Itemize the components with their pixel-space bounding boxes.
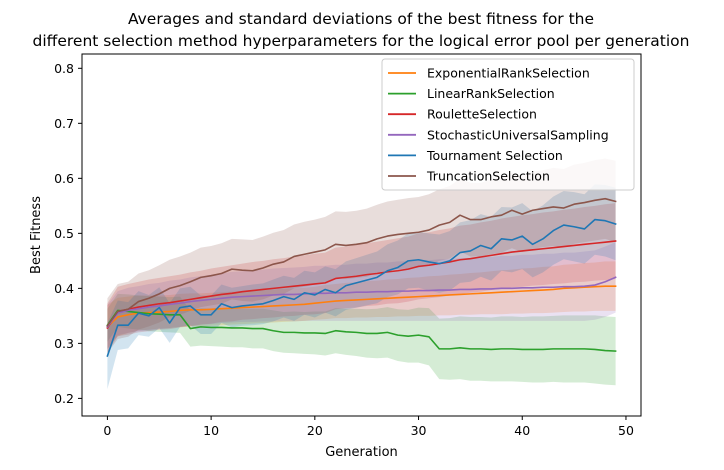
- legend-label-truncationselection: TruncationSelection: [426, 169, 550, 184]
- y-tick-label: 0.4: [54, 281, 74, 296]
- legend-box: [381, 58, 635, 191]
- series-lines: [106, 197, 617, 358]
- y-axis-label: Best Fitness: [29, 196, 44, 274]
- series-line-stochasticuniversalsampling: [106, 276, 617, 329]
- series-line-rouletteselection: [106, 240, 617, 330]
- chart-title-line-2: different selection method hyperparamete…: [33, 32, 690, 50]
- y-tick-label: 0.7: [54, 116, 74, 131]
- x-tick-label: 40: [514, 423, 530, 438]
- std-bands: [107, 158, 616, 390]
- x-axis-ticks: 0 10 20 30 40 50: [103, 416, 634, 438]
- x-tick-label: 30: [411, 423, 427, 438]
- std-band-tournament-selection: [107, 184, 616, 390]
- std-band-truncationselection: [107, 158, 616, 354]
- x-axis-label: Generation: [325, 445, 398, 460]
- chart-title-line-1: Averages and standard deviations of the …: [128, 10, 594, 28]
- x-tick-label: 0: [103, 423, 111, 438]
- y-axis-ticks: 0.2 0.3 0.4 0.5 0.6 0.7 0.8: [54, 61, 82, 406]
- legend-label-exponentialrankselection: ExponentialRankSelection: [427, 66, 590, 81]
- y-tick-label: 0.2: [54, 391, 74, 406]
- legend-label-tournament-selection: Tournament Selection: [426, 148, 563, 163]
- y-tick-label: 0.8: [54, 61, 74, 76]
- legend-label-stochasticuniversalsampling: StochasticUniversalSampling: [427, 127, 609, 142]
- series-line-linearrankselection: [106, 309, 617, 352]
- series-line-exponentialrankselection: [106, 285, 617, 329]
- x-tick-label: 10: [203, 423, 219, 438]
- series-line-tournament-selection: [106, 218, 617, 358]
- x-tick-label: 20: [307, 423, 323, 438]
- std-band-exponentialrankselection: [107, 261, 616, 349]
- std-band-rouletteselection: [107, 203, 616, 353]
- legend: ExponentialRankSelection LinearRankSelect…: [381, 58, 635, 191]
- std-band-stochasticuniversalsampling: [107, 242, 616, 349]
- y-tick-label: 0.5: [54, 226, 74, 241]
- y-tick-label: 0.6: [54, 171, 74, 186]
- y-tick-label: 0.3: [54, 336, 74, 351]
- x-tick-label: 50: [618, 423, 634, 438]
- std-band-linearrankselection: [107, 293, 616, 386]
- series-line-truncationselection: [106, 197, 617, 327]
- legend-label-linearrankselection: LinearRankSelection: [427, 86, 555, 101]
- plot-frame: [81, 53, 642, 417]
- legend-label-rouletteselection: RouletteSelection: [427, 107, 537, 122]
